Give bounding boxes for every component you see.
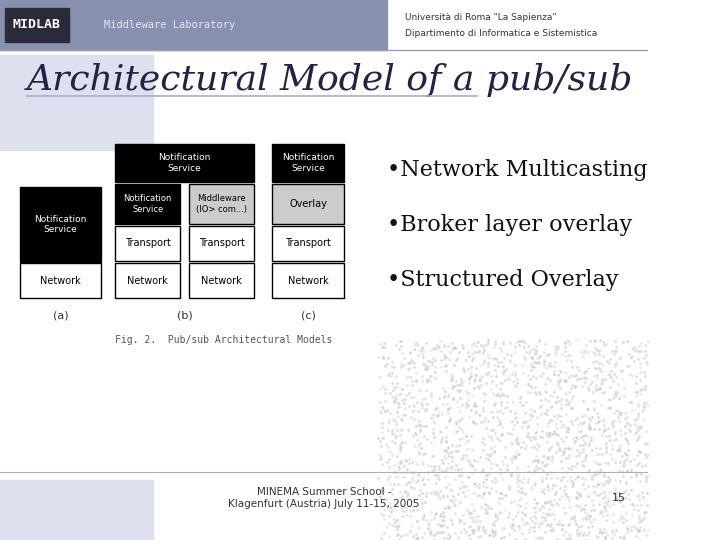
- Bar: [272, 263, 344, 298]
- Bar: [272, 184, 344, 224]
- Bar: [115, 226, 180, 261]
- Text: Dipartimento di Informatica e Sistemistica: Dipartimento di Informatica e Sistemisti…: [405, 29, 598, 37]
- Text: Transport: Transport: [285, 239, 331, 248]
- Text: Middleware Laboratory: Middleware Laboratory: [104, 20, 235, 30]
- Text: Middleware
(IO> com...): Middleware (IO> com...): [196, 194, 247, 214]
- Text: Notification
Service: Notification Service: [282, 153, 334, 173]
- Text: Transport: Transport: [125, 239, 171, 248]
- Text: Network: Network: [287, 275, 328, 286]
- Bar: [189, 263, 254, 298]
- Bar: [0, 55, 153, 150]
- Bar: [20, 187, 101, 262]
- Text: 15: 15: [612, 493, 626, 503]
- Bar: [272, 226, 344, 261]
- Bar: [115, 144, 254, 182]
- Text: Fig. 2.  Pub/sub Architectural Models: Fig. 2. Pub/sub Architectural Models: [115, 335, 333, 345]
- Text: Notification
Service: Notification Service: [158, 153, 211, 173]
- Text: Network: Network: [40, 275, 81, 286]
- Text: Overlay: Overlay: [289, 199, 327, 209]
- Bar: [0, 0, 387, 50]
- Text: Notification
Service: Notification Service: [34, 215, 86, 234]
- Text: (b): (b): [176, 310, 192, 320]
- Bar: [20, 263, 101, 298]
- Text: Architectural Model of a pub/sub: Architectural Model of a pub/sub: [27, 63, 634, 97]
- Text: Network: Network: [201, 275, 242, 286]
- Text: MINEMA Summer School -
Klagenfurt (Austria) July 11-15, 2005: MINEMA Summer School - Klagenfurt (Austr…: [228, 487, 420, 509]
- Text: •Structured Overlay: •Structured Overlay: [387, 269, 618, 291]
- Text: Network: Network: [127, 275, 168, 286]
- Text: Transport: Transport: [199, 239, 245, 248]
- Text: MIDLAB: MIDLAB: [13, 18, 61, 31]
- Text: •Broker layer overlay: •Broker layer overlay: [387, 214, 632, 236]
- Bar: [189, 184, 254, 224]
- Text: Università di Roma "La Sapienza": Università di Roma "La Sapienza": [405, 14, 557, 23]
- Text: (c): (c): [300, 310, 315, 320]
- Bar: [115, 184, 180, 224]
- Text: Notification
Service: Notification Service: [124, 194, 172, 214]
- Text: (a): (a): [53, 310, 68, 320]
- Bar: [189, 226, 254, 261]
- Bar: [272, 144, 344, 182]
- Bar: [0, 480, 153, 540]
- Bar: [4, 8, 69, 42]
- Bar: [115, 263, 180, 298]
- Text: •Network Multicasting: •Network Multicasting: [387, 159, 648, 181]
